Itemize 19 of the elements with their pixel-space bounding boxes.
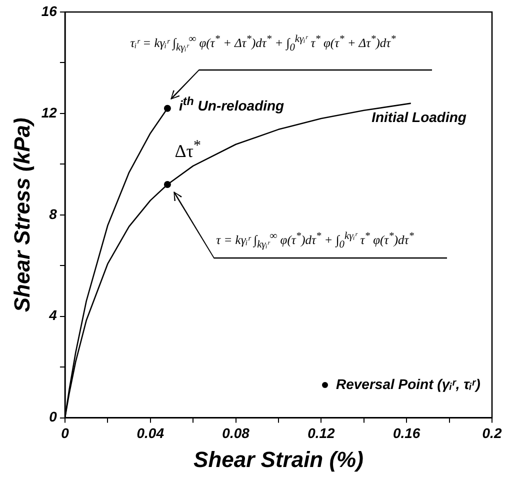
- annotation: Δτ$^{*}$: [174, 138, 202, 162]
- y-tick-label: 8: [49, 206, 58, 222]
- y-tick-label: 0: [49, 408, 58, 425]
- y-tick-label: 12: [41, 104, 58, 120]
- x-tick-label: 0.04: [136, 425, 164, 442]
- x-axis-title: Shear Strain (%): [194, 446, 364, 472]
- x-tick-label: 0.16: [392, 425, 420, 442]
- x-tick-label: 0: [61, 425, 70, 442]
- legend-label: Reversal Point (γᵢʳ, τᵢʳ): [336, 376, 480, 392]
- annotation: Initial Loading: [372, 109, 466, 126]
- y-axis-title: Shear Stress (kPa): [9, 118, 34, 312]
- y-tick-label: 4: [48, 307, 58, 324]
- text: τᵢʳ = kγᵢʳ ∫$_{kγᵢʳ}$$^{∞}$ φ(τ$^{*}$ + Δτ$^{*}$)dτ$^{*}$ + ∫$_{0}$$^{kγᵢʳ}$ τ$^{*}$ φ(τ$^{*}$ + Δτ$^{*}$)dτ$^{*}$: [130, 34, 396, 54]
- y-tick-label: 16: [41, 2, 58, 19]
- x-tick-label: 0.08: [222, 425, 250, 442]
- text: τ = kγᵢʳ ∫$_{kγᵢʳ}$$^{∞}$ φ(τ$^{*}$)dτ$^{*}$ + ∫$_{0}$$^{kγᵢʳ}$ τ$^{*}$ φ(τ$^{*}$)dτ$^{*}$: [216, 231, 414, 251]
- x-tick-label: 0.12: [308, 425, 336, 442]
- annotation: i$^{th}$ Un-reloading: [178, 95, 284, 114]
- x-tick-label: 0.2: [482, 425, 502, 442]
